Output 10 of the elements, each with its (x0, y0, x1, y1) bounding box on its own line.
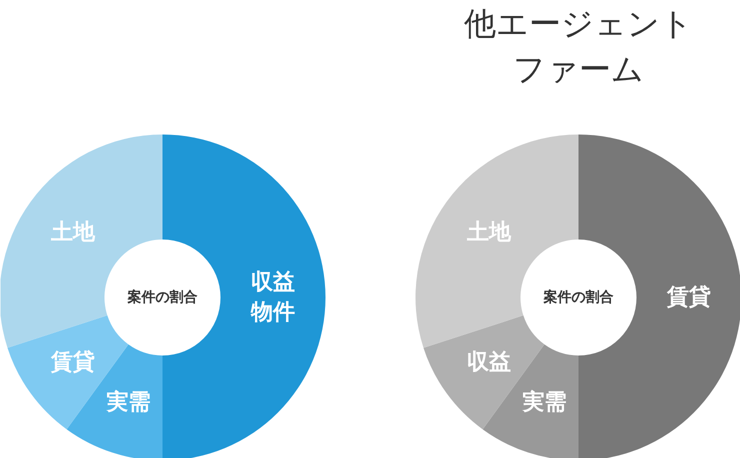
slice-label: 土地 (50, 220, 96, 246)
slice-label: 賃貸 (666, 284, 711, 310)
slice-label: 賃貸 (50, 348, 96, 375)
slice-label: 収益物件 (250, 270, 295, 325)
slice-label: 実需 (521, 389, 566, 416)
slice-label: 収益 (467, 350, 512, 375)
text: 案件の割合 (542, 288, 614, 306)
slice-label: 実需 (105, 389, 150, 416)
chart-title: 他エージェントファーム (464, 4, 693, 88)
text: 案件の割合 (126, 288, 198, 306)
